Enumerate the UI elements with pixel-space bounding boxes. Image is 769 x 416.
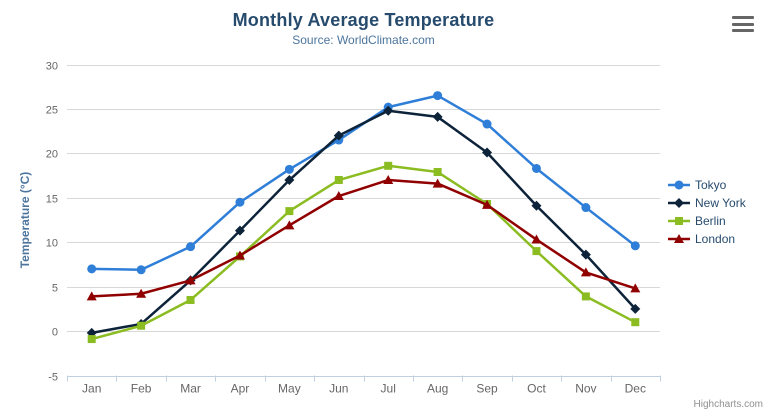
- london-marker: [234, 250, 245, 260]
- london-marker: [333, 191, 344, 201]
- x-tick-label: Dec: [625, 382, 646, 396]
- london-marker: [432, 178, 443, 188]
- tokyo-marker: [284, 164, 294, 174]
- new-york-series-line: [90, 109, 637, 335]
- chart-title: Monthly Average Temperature: [232, 10, 495, 30]
- new-york-marker: [531, 200, 542, 211]
- y-tick-label: 25: [46, 105, 58, 117]
- tokyo-marker: [482, 119, 492, 129]
- new-york-diamond-icon: [668, 198, 690, 208]
- y-tick-label: 10: [46, 238, 58, 250]
- y-tick-label: 5: [52, 283, 58, 295]
- tokyo-circle-icon: [668, 180, 690, 190]
- tokyo-marker: [433, 91, 443, 101]
- legend-item-label: New York: [695, 196, 746, 210]
- y-tick-label: -5: [48, 372, 58, 384]
- y-tick-label: 15: [46, 194, 58, 206]
- legend-item-tokyo[interactable]: Tokyo: [668, 178, 746, 192]
- tokyo-legend-marker: [674, 180, 684, 190]
- tokyo-series-line: [90, 94, 637, 272]
- x-tick-label: Feb: [131, 382, 152, 396]
- berlin-marker: [532, 247, 541, 256]
- london-marker: [284, 220, 295, 230]
- new-york-marker: [630, 303, 641, 314]
- tokyo-marker: [581, 203, 591, 213]
- hamburger-icon: [732, 16, 754, 19]
- y-tick-label: 0: [52, 327, 58, 339]
- berlin-marker: [186, 295, 195, 304]
- x-tick-label: Apr: [231, 382, 250, 396]
- london-series-line: [90, 178, 637, 298]
- y-axis-title: Temperature (°C): [18, 171, 32, 269]
- x-tick-label: Sep: [476, 382, 498, 396]
- berlin-marker: [285, 207, 294, 216]
- london-triangle-icon: [668, 234, 690, 243]
- berlin-series-line: [90, 164, 637, 341]
- x-tick-label: Jul: [381, 382, 396, 396]
- berlin-marker: [384, 161, 393, 170]
- london-marker: [580, 267, 591, 277]
- berlin-marker: [433, 168, 442, 177]
- new-york-marker: [284, 175, 295, 186]
- x-tick-label: Jun: [329, 382, 348, 396]
- legend-item-label: London: [695, 232, 736, 246]
- credits-link[interactable]: Highcharts.com: [693, 399, 763, 410]
- chart-subtitle: Source: WorldClimate.com: [292, 33, 435, 47]
- legend-item-new-york[interactable]: New York: [668, 196, 746, 210]
- tokyo-marker: [235, 197, 245, 207]
- legend-item-label: Tokyo: [695, 178, 727, 192]
- berlin-legend-marker: [675, 217, 683, 225]
- y-tick-label: 30: [46, 61, 58, 73]
- tokyo-marker: [87, 264, 97, 274]
- x-tick-label: Jan: [82, 382, 101, 396]
- hamburger-icon: [732, 29, 754, 32]
- new-york-marker: [432, 111, 443, 122]
- legend-item-berlin[interactable]: Berlin: [668, 214, 746, 228]
- x-tick-label: Nov: [575, 382, 596, 396]
- legend: Tokyo New York Berlin London: [668, 178, 746, 246]
- hamburger-icon: [732, 22, 754, 26]
- berlin-marker: [334, 176, 343, 185]
- new-york-marker: [234, 225, 245, 236]
- tokyo-marker: [136, 265, 146, 275]
- x-tick-label: May: [278, 382, 301, 396]
- london-marker: [185, 275, 196, 285]
- x-tick-label: Aug: [427, 382, 448, 396]
- legend-item-label: Berlin: [695, 214, 726, 228]
- london-marker: [531, 234, 542, 244]
- legend-item-london[interactable]: London: [668, 232, 746, 246]
- x-tick-label: Mar: [180, 382, 201, 396]
- berlin-marker: [631, 318, 640, 327]
- london-legend-marker: [674, 234, 684, 243]
- berlin-marker: [87, 335, 96, 344]
- berlin-marker: [581, 292, 590, 301]
- berlin-square-icon: [668, 217, 690, 225]
- berlin-marker: [137, 321, 146, 330]
- london-marker: [383, 175, 394, 185]
- tokyo-marker: [531, 163, 541, 173]
- tokyo-marker: [186, 242, 196, 252]
- new-york-marker: [383, 105, 394, 116]
- london-marker: [630, 283, 641, 293]
- new-york-marker: [482, 147, 493, 158]
- y-tick-label: 20: [46, 149, 58, 161]
- x-tick-label: Oct: [527, 382, 546, 396]
- new-york-legend-marker: [674, 198, 684, 208]
- london-marker: [482, 199, 493, 209]
- london-marker: [86, 291, 97, 301]
- new-york-marker: [580, 249, 591, 260]
- new-york-marker: [333, 130, 344, 141]
- export-menu-button[interactable]: [732, 16, 754, 32]
- london-marker: [136, 288, 147, 298]
- tokyo-marker: [630, 241, 640, 251]
